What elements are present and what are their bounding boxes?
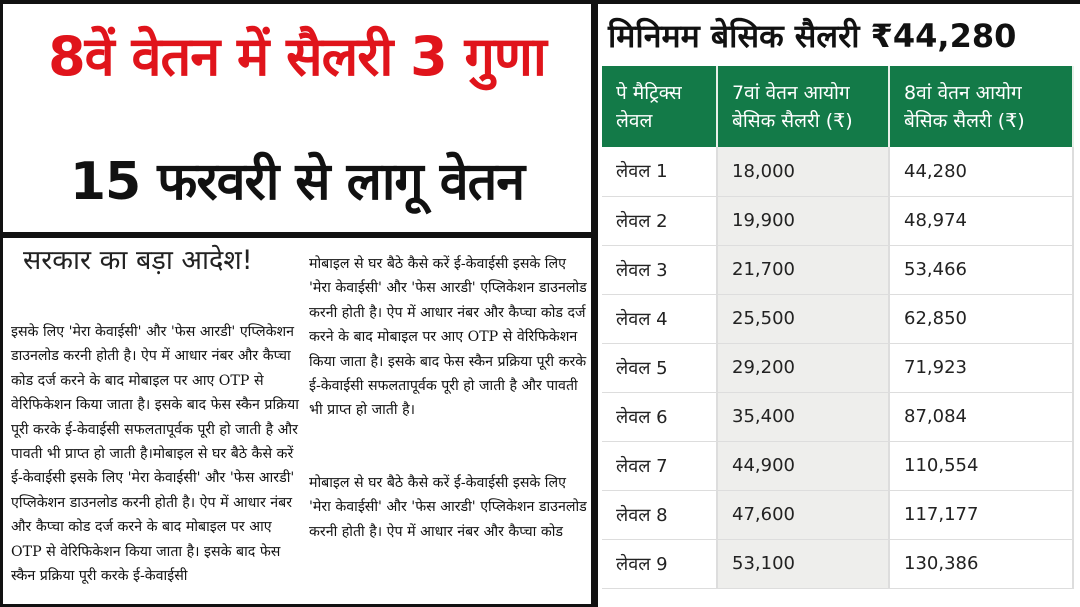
cell-pay-8th: 130,386 — [889, 539, 1074, 589]
salary-table: पे मैट्रिक्स लेवल 7वां वेतन आयोग बेसिक स… — [602, 66, 1074, 589]
article-paragraph: मोबाइल से घर बैठे कैसे करें ई-केवाईसी इस… — [309, 256, 587, 419]
cell-pay-8th: 53,466 — [889, 245, 1074, 295]
salary-panel: मिनिमम बेसिक सैलरी ₹44,280 पे मैट्रिक्स … — [598, 0, 1080, 607]
cell-pay-7th: 35,400 — [717, 392, 890, 442]
cell-level: लेवल 1 — [602, 147, 718, 197]
table-row: लेवल 7 44,900 110,554 — [602, 441, 1074, 491]
header-7th-pay: 7वां वेतन आयोग बेसिक सैलरी (₹) — [717, 66, 890, 147]
table-row: लेवल 3 21,700 53,466 — [602, 245, 1074, 295]
cell-pay-8th: 117,177 — [889, 490, 1074, 540]
table-row: लेवल 9 53,100 130,386 — [602, 539, 1074, 589]
cell-pay-8th: 71,923 — [889, 343, 1074, 393]
headline-red: 8वें वेतन में सैलरी 3 गुणा — [48, 25, 547, 88]
header-8th-pay: 8वां वेतन आयोग बेसिक सैलरी (₹) — [889, 66, 1074, 147]
cell-pay-7th: 29,200 — [717, 343, 890, 393]
headline-black: 15 फरवरी से लागू वेतन — [69, 152, 525, 212]
table-row: लेवल 1 18,000 44,280 — [602, 147, 1074, 197]
cell-pay-7th: 44,900 — [717, 441, 890, 491]
article-column-right: मोबाइल से घर बैठे कैसे करें ई-केवाईसी इस… — [309, 252, 589, 544]
article-paragraph: मोबाइल से घर बैठे कैसे करें ई-केवाईसी इस… — [309, 474, 587, 540]
cell-pay-7th: 21,700 — [717, 245, 890, 295]
cell-pay-7th: 19,900 — [717, 196, 890, 246]
cell-pay-8th: 48,974 — [889, 196, 1074, 246]
cell-level: लेवल 8 — [602, 490, 718, 540]
cell-level: लेवल 4 — [602, 294, 718, 344]
header-level: पे मैट्रिक्स लेवल — [602, 66, 718, 147]
divider — [592, 0, 598, 607]
cell-level: लेवल 2 — [602, 196, 718, 246]
cell-pay-7th: 18,000 — [717, 147, 890, 197]
cell-level: लेवल 7 — [602, 441, 718, 491]
cell-pay-8th: 110,554 — [889, 441, 1074, 491]
cell-level: लेवल 9 — [602, 539, 718, 589]
article-column-left: सरकार का बड़ा आदेश! इसके लिए 'मेरा केवाई… — [11, 244, 301, 588]
article-paragraph: इसके लिए 'मेरा केवाईसी' और 'फेस आरडी' एप… — [11, 324, 299, 585]
divider — [3, 232, 591, 238]
cell-level: लेवल 5 — [602, 343, 718, 393]
news-panel: 8वें वेतन में सैलरी 3 गुणा 15 फरवरी से ल… — [0, 0, 594, 607]
table-row: लेवल 6 35,400 87,084 — [602, 392, 1074, 442]
table-row: लेवल 8 47,600 117,177 — [602, 490, 1074, 540]
cell-pay-8th: 87,084 — [889, 392, 1074, 442]
cell-pay-7th: 53,100 — [717, 539, 890, 589]
cell-pay-7th: 25,500 — [717, 294, 890, 344]
table-row: लेवल 4 25,500 62,850 — [602, 294, 1074, 344]
salary-title: मिनिमम बेसिक सैलरी ₹44,280 — [608, 17, 1017, 55]
cell-level: लेवल 6 — [602, 392, 718, 442]
table-row: लेवल 5 29,200 71,923 — [602, 343, 1074, 393]
cell-pay-8th: 62,850 — [889, 294, 1074, 344]
table-row: लेवल 2 19,900 48,974 — [602, 196, 1074, 246]
cell-pay-8th: 44,280 — [889, 147, 1074, 197]
cell-level: लेवल 3 — [602, 245, 718, 295]
cell-pay-7th: 47,600 — [717, 490, 890, 540]
subheading: सरकार का बड़ा आदेश! — [23, 245, 253, 276]
